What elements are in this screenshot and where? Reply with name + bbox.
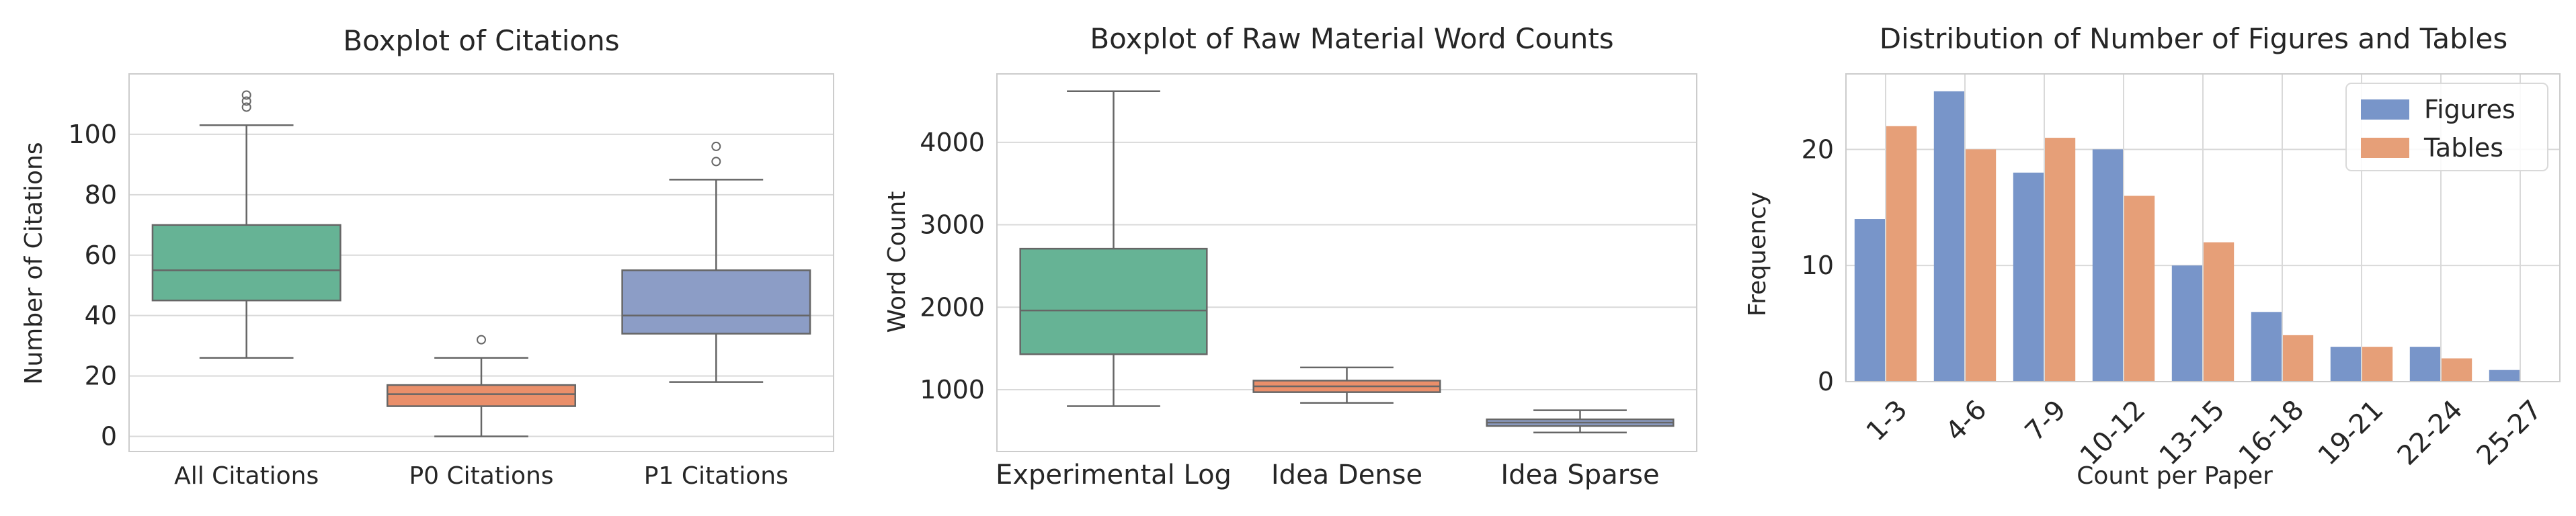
figures-tables-plot-frame bbox=[1845, 73, 2561, 382]
y-tick-label: 1000 bbox=[920, 375, 985, 404]
box-idea-sparse bbox=[1486, 409, 1675, 434]
iqr-box bbox=[387, 384, 576, 407]
figures-tables-bars bbox=[1854, 91, 2520, 382]
y-tick-label: 100 bbox=[68, 120, 117, 149]
y-tick-label: 40 bbox=[85, 301, 117, 331]
bar-tables-19-21 bbox=[2362, 347, 2393, 382]
iqr-box bbox=[621, 269, 811, 335]
citations-boxplot-panel: 0 20 40 60 80 100 All Citations P0 Citations P1… bbox=[20, 24, 834, 490]
box-experimental-log bbox=[1019, 90, 1208, 407]
bar-figures-25-27 bbox=[2489, 370, 2520, 382]
legend-swatch-tables bbox=[2361, 138, 2409, 158]
box-p1-citations bbox=[621, 141, 811, 383]
outlier-point bbox=[241, 90, 251, 100]
bar-tables-7-9 bbox=[2045, 138, 2076, 382]
figures-tables-x-axis-label: Count per Paper bbox=[2077, 462, 2273, 490]
bar-tables-22-24 bbox=[2442, 358, 2472, 382]
x-tick-label: Experimental Log bbox=[996, 460, 1232, 490]
bar-figures-10-12 bbox=[2092, 149, 2123, 382]
bar-tables-4-6 bbox=[1966, 149, 1997, 382]
x-tick-label: 19-21 bbox=[2312, 394, 2390, 472]
box-p0-citations bbox=[387, 335, 576, 437]
x-tick-label: 7-9 bbox=[2019, 394, 2072, 447]
citations-plot-frame bbox=[128, 73, 834, 452]
citations-boxes bbox=[151, 90, 811, 437]
outlier-point bbox=[477, 335, 486, 345]
citations-x-ticks: All Citations P0 Citations P1 Citations bbox=[174, 462, 789, 490]
iqr-box bbox=[1019, 247, 1208, 355]
y-tick-label: 0 bbox=[101, 422, 117, 452]
outlier-point bbox=[711, 141, 721, 151]
figures-tables-grid bbox=[1846, 74, 2560, 382]
word-count-y-axis-label: Word Count bbox=[883, 191, 911, 333]
y-tick-label: 3000 bbox=[920, 210, 985, 240]
figures-tables-chart-title: Distribution of Number of Figures and Ta… bbox=[1880, 22, 2507, 55]
x-tick-label: 13-15 bbox=[2154, 394, 2231, 472]
outlier-point bbox=[711, 157, 721, 167]
x-tick-label: 22-24 bbox=[2392, 394, 2469, 472]
box-idea-dense bbox=[1252, 366, 1441, 404]
y-tick-label: 10 bbox=[1802, 251, 1834, 280]
word-count-boxplot-panel: 1000 2000 3000 4000 Experimental Log Idea De… bbox=[883, 22, 1697, 490]
y-tick-label: 60 bbox=[85, 241, 117, 270]
citations-chart-title: Boxplot of Citations bbox=[343, 24, 619, 57]
bar-tables-10-12 bbox=[2124, 196, 2155, 382]
word-count-x-ticks: Experimental Log Idea Dense Idea Sparse bbox=[996, 460, 1660, 490]
legend-label-tables: Tables bbox=[2423, 133, 2503, 163]
y-tick-label: 4000 bbox=[920, 128, 985, 157]
outlier-point bbox=[241, 102, 251, 112]
x-tick-label: 16-18 bbox=[2233, 394, 2310, 472]
citations-y-ticks: 0 20 40 60 80 100 bbox=[68, 120, 117, 452]
iqr-box bbox=[151, 224, 341, 302]
bar-figures-1-3 bbox=[1854, 219, 1885, 382]
x-tick-label: 4-6 bbox=[1940, 394, 1993, 447]
x-tick-label: All Citations bbox=[174, 462, 319, 490]
x-tick-label: 25-27 bbox=[2471, 394, 2548, 472]
figures-tables-y-ticks: 0 10 20 bbox=[1802, 134, 1834, 396]
bar-tables-16-18 bbox=[2283, 335, 2314, 382]
figures-tables-y-axis-label: Frequency bbox=[1744, 191, 1771, 316]
bar-figures-7-9 bbox=[2013, 172, 2044, 382]
citations-y-axis-label: Number of Citations bbox=[20, 142, 48, 384]
word-count-y-ticks: 1000 2000 3000 4000 bbox=[920, 128, 985, 404]
y-tick-label: 0 bbox=[1818, 367, 1834, 396]
bar-tables-13-15 bbox=[2204, 242, 2235, 382]
figures-tables-x-ticks: 1-3 4-6 7-9 10-12 13-15 16-18 19-21 22-24 25-27 bbox=[1861, 394, 2548, 472]
bar-figures-16-18 bbox=[2251, 312, 2282, 382]
y-tick-label: 2000 bbox=[920, 292, 985, 322]
x-tick-label: 1-3 bbox=[1861, 394, 1914, 447]
box-all-citations bbox=[151, 90, 341, 359]
outlier-point bbox=[241, 96, 251, 106]
x-tick-label: Idea Sparse bbox=[1500, 460, 1659, 490]
y-tick-label: 80 bbox=[85, 180, 117, 210]
figures-tables-bar-panel: 0 10 20 1-3 4-6 7-9 10-12 13-15 16-18 19-21 22-24… bbox=[1744, 22, 2561, 490]
word-count-plot-frame bbox=[996, 73, 1697, 452]
bar-tables-1-3 bbox=[1886, 126, 1917, 382]
x-tick-label: Idea Dense bbox=[1271, 460, 1422, 490]
bar-figures-13-15 bbox=[2171, 265, 2202, 382]
word-count-chart-title: Boxplot of Raw Material Word Counts bbox=[1090, 22, 1613, 55]
y-tick-label: 20 bbox=[85, 361, 117, 391]
bar-figures-4-6 bbox=[1933, 91, 1964, 382]
x-tick-label: P0 Citations bbox=[409, 462, 553, 490]
legend-label-figures: Figures bbox=[2424, 95, 2515, 124]
y-tick-label: 20 bbox=[1802, 134, 1834, 164]
word-count-boxes bbox=[1019, 90, 1675, 434]
figures-tables-legend: Figures Tables bbox=[2345, 83, 2548, 171]
x-tick-label: P1 Citations bbox=[644, 462, 789, 490]
legend-swatch-figures bbox=[2361, 99, 2409, 120]
bar-figures-19-21 bbox=[2330, 347, 2361, 382]
x-tick-label: 10-12 bbox=[2075, 394, 2152, 472]
bar-figures-22-24 bbox=[2409, 347, 2440, 382]
